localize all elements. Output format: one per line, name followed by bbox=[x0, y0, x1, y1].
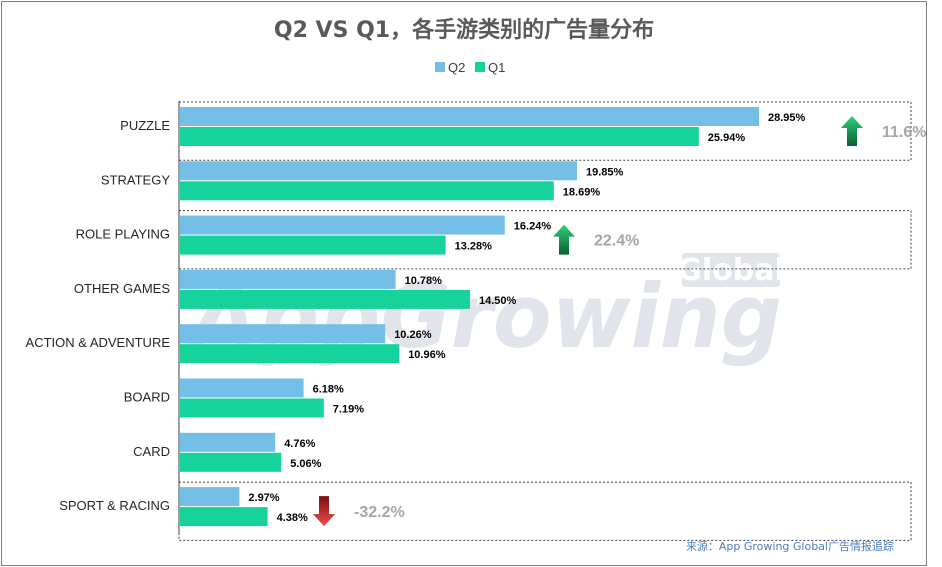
legend-label-q1: Q1 bbox=[488, 60, 505, 75]
category-labels: PUZZLE STRATEGY ROLE PLAYING OTHER GAMES ACT… bbox=[26, 118, 171, 513]
value-label-q1: 5.06% bbox=[290, 458, 321, 470]
source-note: 来源：App Growing Global广告情报追踪 bbox=[686, 539, 894, 553]
value-label-q1: 18.69% bbox=[563, 186, 601, 198]
value-label-q1: 4.38% bbox=[277, 512, 308, 524]
category-label: STRATEGY bbox=[101, 172, 170, 187]
highlight-boxes bbox=[178, 101, 912, 541]
value-label-q1: 7.19% bbox=[333, 404, 364, 416]
arrow-down-icon bbox=[313, 496, 335, 527]
bar-q1 bbox=[180, 181, 554, 201]
bar-q2 bbox=[180, 269, 396, 289]
bar-q2 bbox=[180, 378, 304, 398]
watermark-badge-text: Global bbox=[677, 253, 785, 288]
value-label-q1: 10.96% bbox=[408, 349, 446, 361]
value-label-q2: 16.24% bbox=[514, 221, 552, 233]
bar-q1 bbox=[180, 398, 324, 418]
bar-q2 bbox=[180, 107, 759, 126]
value-label-q2: 6.18% bbox=[313, 384, 344, 396]
bar-q1 bbox=[180, 289, 470, 309]
value-label-q2: 10.78% bbox=[405, 275, 443, 287]
arrow-up-icon bbox=[841, 116, 863, 146]
change-annotation: 11.6% bbox=[841, 116, 926, 146]
category-label: CARD bbox=[133, 444, 170, 459]
value-label-q2: 2.97% bbox=[248, 492, 279, 504]
value-label-q1: 25.94% bbox=[708, 132, 746, 144]
bar-chart: Global AppGrowing Q2 VS Q1，各手游类别的广告量分布 Q… bbox=[26, 17, 926, 553]
highlight-box-0 bbox=[178, 101, 912, 161]
bar-q2 bbox=[180, 215, 505, 235]
legend-swatch-q2 bbox=[435, 62, 445, 72]
watermark-badge bbox=[682, 253, 780, 287]
bars bbox=[180, 107, 759, 527]
category-label: OTHER GAMES bbox=[74, 281, 170, 296]
change-annotation: -32.2% bbox=[313, 496, 405, 527]
legend-label-q2: Q2 bbox=[448, 60, 465, 75]
bar-q1 bbox=[180, 507, 268, 527]
highlight-box-7 bbox=[178, 481, 912, 541]
category-label: BOARD bbox=[124, 390, 170, 405]
value-labels: 28.95% 25.94% 19.85% 18.69% 16.24% 13.28% 10.7… bbox=[248, 112, 805, 524]
change-label: 22.4% bbox=[594, 233, 639, 250]
value-label-q2: 4.76% bbox=[284, 438, 315, 450]
legend-swatch-q1 bbox=[475, 62, 485, 72]
change-annotations: 11.6% 22.4% -32.2% bbox=[313, 116, 926, 527]
category-label: ACTION & ADVENTURE bbox=[26, 335, 171, 350]
change-annotation: 22.4% bbox=[553, 224, 639, 255]
value-label-q2: 28.95% bbox=[768, 112, 806, 124]
bar-q1 bbox=[180, 344, 400, 364]
chart-title: Q2 VS Q1，各手游类别的广告量分布 bbox=[274, 17, 654, 43]
change-label: -32.2% bbox=[354, 504, 405, 521]
category-label: ROLE PLAYING bbox=[76, 227, 170, 242]
value-label-q2: 19.85% bbox=[586, 166, 624, 178]
bar-q2 bbox=[180, 432, 276, 452]
chart-frame: Global AppGrowing Q2 VS Q1，各手游类别的广告量分布 Q… bbox=[1, 1, 927, 566]
arrow-up-icon bbox=[553, 224, 575, 255]
bar-q2 bbox=[180, 161, 577, 181]
legend: Q2 Q1 bbox=[435, 60, 505, 75]
highlight-box-2 bbox=[178, 210, 912, 270]
bar-q2 bbox=[180, 487, 240, 507]
category-label: SPORT & RACING bbox=[59, 498, 170, 513]
bar-q2 bbox=[180, 324, 386, 344]
category-label: PUZZLE bbox=[120, 118, 170, 133]
change-label: 11.6% bbox=[882, 124, 926, 141]
value-label-q1: 13.28% bbox=[455, 241, 493, 253]
value-label-q2: 10.26% bbox=[394, 329, 432, 341]
bar-q1 bbox=[180, 235, 446, 255]
bar-q1 bbox=[180, 452, 282, 472]
bar-q1 bbox=[180, 127, 699, 146]
value-label-q1: 14.50% bbox=[479, 295, 517, 307]
